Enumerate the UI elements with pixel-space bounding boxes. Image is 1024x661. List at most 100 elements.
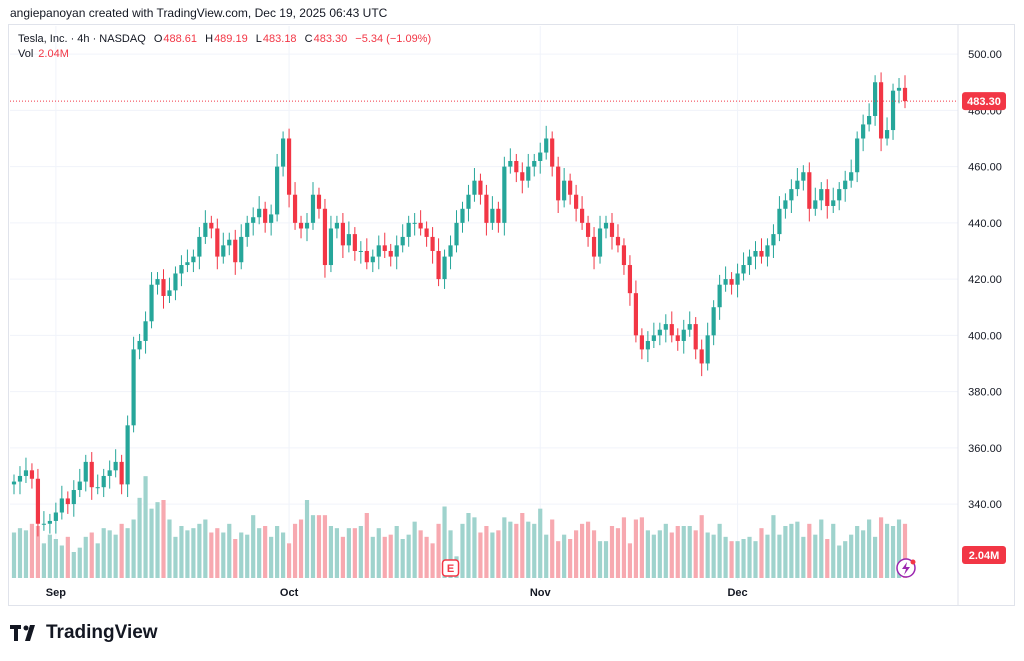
candle-body (621, 245, 627, 266)
tradingview-logo[interactable]: TradingView (10, 622, 158, 644)
volume-bar (705, 532, 710, 578)
candle-body (35, 478, 41, 524)
y-tick-label: 500.00 (968, 49, 1002, 61)
creator-credit: angiepanoyan created with TradingView.co… (10, 6, 388, 20)
volume-bar (179, 526, 184, 578)
volume-bar (310, 515, 316, 578)
legend-volume-label: Vol (18, 48, 34, 60)
volume-bar (239, 532, 244, 578)
volume-bar (669, 532, 674, 578)
volume-bar (95, 543, 100, 578)
volume-bar (532, 523, 537, 578)
candle-body (59, 498, 64, 513)
volume-bar (472, 517, 477, 578)
volume-bar (621, 517, 627, 578)
tradingview-brand: TradingView (46, 622, 158, 643)
volume-bar (137, 497, 142, 578)
earnings-marker-label: E (447, 563, 454, 575)
candle-body (645, 340, 650, 350)
candle-body (651, 335, 656, 341)
candle-body (466, 194, 471, 209)
legend-close-value: 483.30 (313, 33, 348, 45)
volume-bar (873, 536, 878, 578)
candle-body (855, 138, 860, 173)
candle-body (896, 87, 902, 91)
volume-bar (562, 534, 567, 578)
candle-body (185, 262, 190, 266)
volume-bar (53, 539, 58, 578)
volume-bar (544, 534, 549, 578)
candle-body (759, 250, 764, 257)
y-tick-label: 380.00 (968, 387, 1002, 399)
volume-bar (334, 528, 340, 578)
candle-body (269, 214, 274, 223)
legend-symbol[interactable]: Tesla, Inc. · 4h · NASDAQ (18, 33, 146, 45)
candle-body (723, 279, 728, 285)
candle-body (83, 461, 88, 482)
candle-body (161, 279, 166, 296)
legend-low-value: 483.18 (262, 33, 297, 45)
candle-body (825, 189, 830, 206)
volume-bar (227, 523, 232, 578)
candle-body (316, 194, 322, 209)
candle-body (568, 180, 573, 195)
candle-body (771, 234, 776, 246)
volume-bar (657, 530, 662, 578)
volume-bar (281, 532, 286, 578)
candle-body (526, 166, 531, 181)
candle-body (807, 172, 812, 209)
candle-body (681, 329, 686, 341)
volume-bar (896, 519, 902, 578)
volume-bar (789, 523, 794, 578)
volume-bar (568, 539, 573, 578)
volume-bar (490, 532, 495, 578)
volume-bar (878, 517, 884, 578)
candle-body (364, 250, 369, 263)
candle-body (687, 324, 692, 330)
candle-body (292, 194, 298, 223)
volume-bar (221, 532, 226, 578)
volume-bar (352, 528, 357, 578)
volume-bar (400, 539, 405, 578)
candle-body (777, 208, 782, 235)
volume-bar (633, 519, 638, 578)
last-price-badge (962, 92, 1006, 111)
candle-body (340, 222, 345, 246)
volume-bar (478, 532, 483, 578)
x-tick-label: Dec (727, 587, 747, 599)
volume-bar (741, 539, 746, 578)
candle-body (137, 340, 142, 350)
candle-body (430, 236, 435, 251)
candle-body (765, 245, 770, 257)
volume-bar (663, 523, 668, 578)
legend-volume-value: 2.04M (38, 48, 69, 60)
volume-bar (394, 526, 399, 578)
volume-bar (597, 541, 603, 578)
legend-change: −5.34 (−1.09%) (355, 33, 432, 45)
volume-bar (675, 526, 680, 578)
volume-bar (304, 500, 310, 578)
candle-body (424, 228, 429, 237)
x-tick-label: Oct (280, 587, 299, 599)
volume-bar (460, 523, 465, 578)
candle-body (233, 239, 238, 263)
candle-body (472, 180, 477, 195)
volume-bar (11, 532, 17, 578)
volume-bar (609, 526, 615, 578)
volume-bar (867, 519, 872, 578)
candle-body (275, 166, 280, 215)
candle-body (113, 461, 118, 471)
candle-body (502, 166, 507, 223)
volume-bar (466, 513, 471, 578)
volume-bar (819, 519, 824, 578)
volume-bar (520, 513, 525, 578)
volume-bar (890, 526, 896, 578)
candle-body (843, 180, 848, 190)
candle-body (795, 180, 800, 190)
volume-bar (585, 521, 591, 578)
candle-body (741, 265, 746, 274)
candle-body (131, 349, 136, 426)
volume-bar (771, 515, 776, 578)
volume-bar (849, 534, 854, 578)
